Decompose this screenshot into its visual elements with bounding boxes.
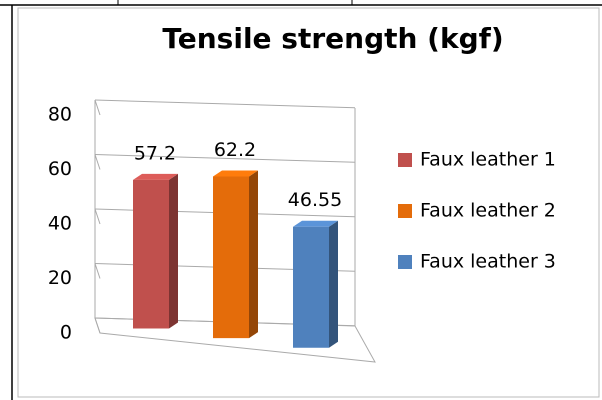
data-label: 46.55 — [288, 189, 342, 211]
grid-line — [94, 263, 101, 279]
legend-swatch — [398, 204, 412, 218]
chart-frame — [17, 7, 600, 398]
legend-swatch — [398, 255, 412, 269]
bar-front — [133, 179, 169, 329]
bar-front — [293, 226, 329, 348]
y-tick-label: 80 — [48, 104, 72, 126]
legend-swatch — [398, 153, 412, 167]
bar-side — [249, 170, 258, 339]
bar — [213, 170, 258, 339]
grid-line — [94, 99, 101, 116]
bar — [293, 220, 338, 348]
chart-title: Tensile strength (kgf) — [162, 22, 503, 55]
legend-label: Faux leather 3 — [420, 251, 556, 273]
bar-side — [169, 173, 178, 329]
data-label: 57.2 — [134, 142, 176, 164]
bar-top — [133, 173, 178, 180]
y-tick-label: 60 — [48, 158, 72, 180]
grid-line — [94, 154, 101, 170]
y-tick-label: 20 — [48, 267, 72, 289]
bar-front — [213, 176, 249, 339]
y-tick-label: 0 — [60, 322, 72, 344]
y-tick-label: 40 — [48, 213, 72, 235]
data-label: 62.2 — [214, 139, 256, 161]
bar — [133, 173, 178, 329]
bar-side — [329, 220, 338, 348]
legend-label: Faux leather 2 — [420, 200, 556, 222]
bar-top — [293, 220, 338, 227]
bar-top — [213, 170, 258, 177]
grid-line — [94, 317, 101, 334]
legend-label: Faux leather 1 — [420, 149, 556, 171]
grid-line — [94, 208, 101, 225]
grid-line — [94, 154, 356, 163]
grid-line — [94, 99, 356, 109]
